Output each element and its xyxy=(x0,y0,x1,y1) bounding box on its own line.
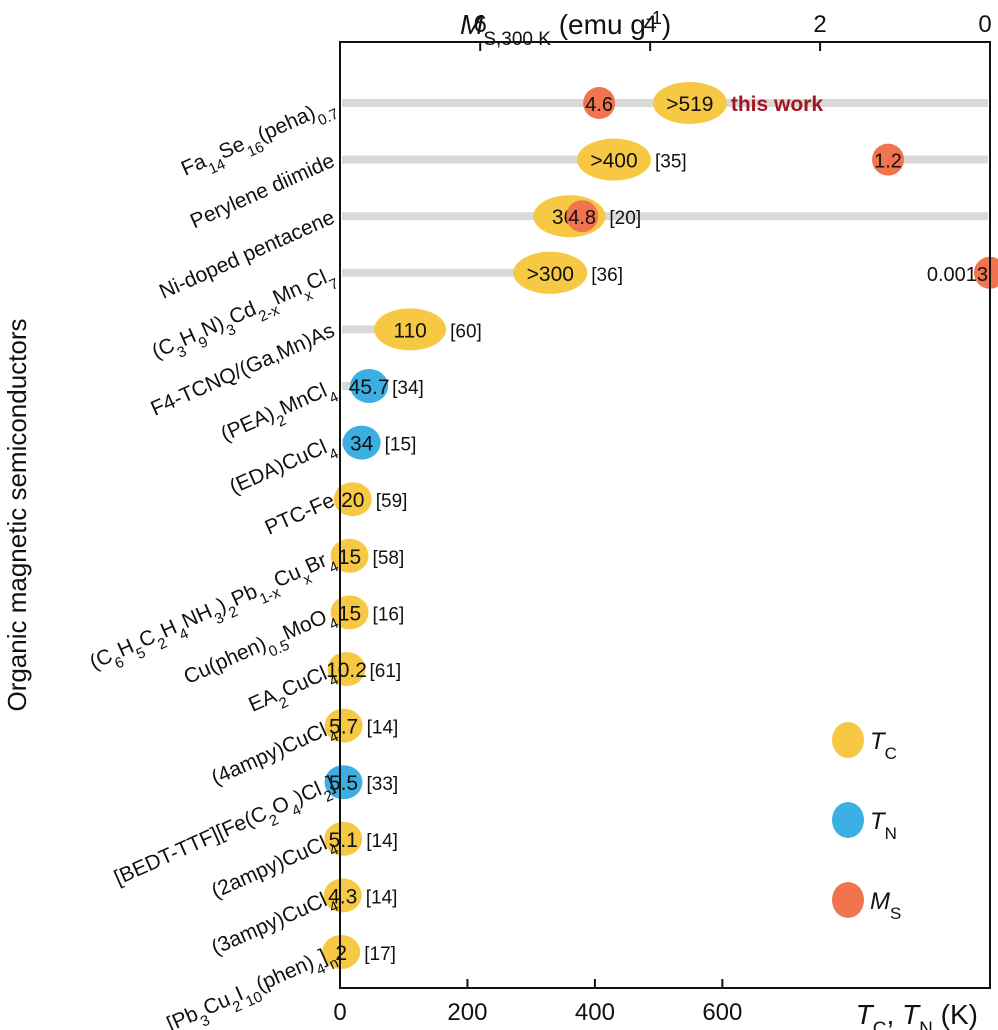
temperature-value-label: 5.1 xyxy=(329,829,358,852)
reference-label: [17] xyxy=(364,944,396,965)
row-label: (4ampy)CuCl4 xyxy=(208,715,341,797)
legend-label-tn: TN xyxy=(870,808,897,843)
temperature-value-label: 34 xyxy=(350,433,374,456)
reference-label: [20] xyxy=(609,208,641,229)
legend-marker-ms xyxy=(832,882,864,918)
temperature-value-label: 5.7 xyxy=(329,716,358,739)
axis-ticks: 0 200 400 600 0 2 4 6 xyxy=(333,11,991,1026)
tc-point xyxy=(324,821,363,856)
reference-label: [60] xyxy=(450,321,482,342)
x-tick-label-bottom: 600 xyxy=(702,999,742,1026)
x-tick-label-top: 2 xyxy=(813,11,826,38)
tc-point xyxy=(323,878,362,913)
legend-marker-tn xyxy=(832,802,864,838)
ms-point xyxy=(973,256,998,289)
reference-label: [59] xyxy=(376,491,408,512)
temperature-value-label: 2 xyxy=(335,942,347,965)
tc-point xyxy=(652,82,727,124)
reference-label: [15] xyxy=(385,435,417,456)
temperature-value-label: >300 xyxy=(527,263,574,286)
ms-value-label: 4.6 xyxy=(585,94,613,116)
tc-point xyxy=(327,652,366,686)
temperature-value-label: 5.5 xyxy=(329,772,358,795)
legend: TC TN MS xyxy=(832,722,901,923)
reference-label: [58] xyxy=(373,548,405,569)
tc-point xyxy=(374,308,447,351)
legend-marker-tc xyxy=(832,722,864,758)
tc-point xyxy=(324,708,363,743)
plot-frame xyxy=(339,41,991,989)
ms-value-label: 4.8 xyxy=(568,207,596,229)
temperature-value-label: 20 xyxy=(341,489,364,512)
x-tick-label-top: 4 xyxy=(643,11,656,38)
this-work-label: this work xyxy=(731,93,824,116)
x-tick-label-bottom: 0 xyxy=(333,999,346,1026)
legend-label-ms: MS xyxy=(870,888,901,923)
x-tick-label-top: 0 xyxy=(978,11,991,38)
ms-value-label: 0.0013 xyxy=(927,264,988,286)
row-label: [Pb3Cu2I10(phen)4]n xyxy=(163,942,341,1030)
reference-label: [34] xyxy=(392,378,424,399)
x-tick-label-bottom: 400 xyxy=(575,999,615,1026)
x-axis-title-top: MS,300 K (emu g-1) xyxy=(460,8,671,50)
temperature-value-label: 15 xyxy=(338,602,361,625)
temperature-value-label: 4.3 xyxy=(328,885,357,908)
reference-label: [36] xyxy=(591,265,623,286)
tc-point xyxy=(513,251,588,294)
temperature-value-label: 10.2 xyxy=(326,659,367,682)
tn-point xyxy=(324,765,363,800)
y-axis-title: Organic magnetic semiconductors xyxy=(2,318,32,711)
reference-label: [14] xyxy=(367,718,399,739)
row-label: PTC-Fe xyxy=(262,489,339,540)
temperature-value-label: >400 xyxy=(590,150,637,173)
tc-point xyxy=(322,935,361,969)
temperature-value-label: >519 xyxy=(666,93,713,116)
tc-point xyxy=(577,138,652,181)
x-tick-label-bottom: 200 xyxy=(447,999,487,1026)
x-tick-label-top: 6 xyxy=(474,11,487,38)
temperature-value-label: 45.7 xyxy=(349,376,390,399)
legend-label-tc: TC xyxy=(870,728,897,763)
ms-point xyxy=(566,200,599,233)
reference-label: [14] xyxy=(366,831,398,852)
x-axis-title-bottom: TC, TN (K) xyxy=(856,999,978,1030)
tn-point xyxy=(350,369,389,403)
tc-point xyxy=(333,482,372,517)
reference-label: [16] xyxy=(373,604,405,625)
temperature-value-label: 15 xyxy=(338,546,361,569)
tn-point xyxy=(342,425,381,460)
ms-point xyxy=(583,87,616,119)
ms-value-label: 1.2 xyxy=(874,151,902,173)
reference-label: [61] xyxy=(370,661,402,682)
reference-label: [33] xyxy=(367,774,399,795)
temperature-value-label: 110 xyxy=(393,319,426,342)
reference-label: [14] xyxy=(366,887,398,908)
ms-point xyxy=(872,143,905,176)
reference-label: [35] xyxy=(655,152,687,173)
